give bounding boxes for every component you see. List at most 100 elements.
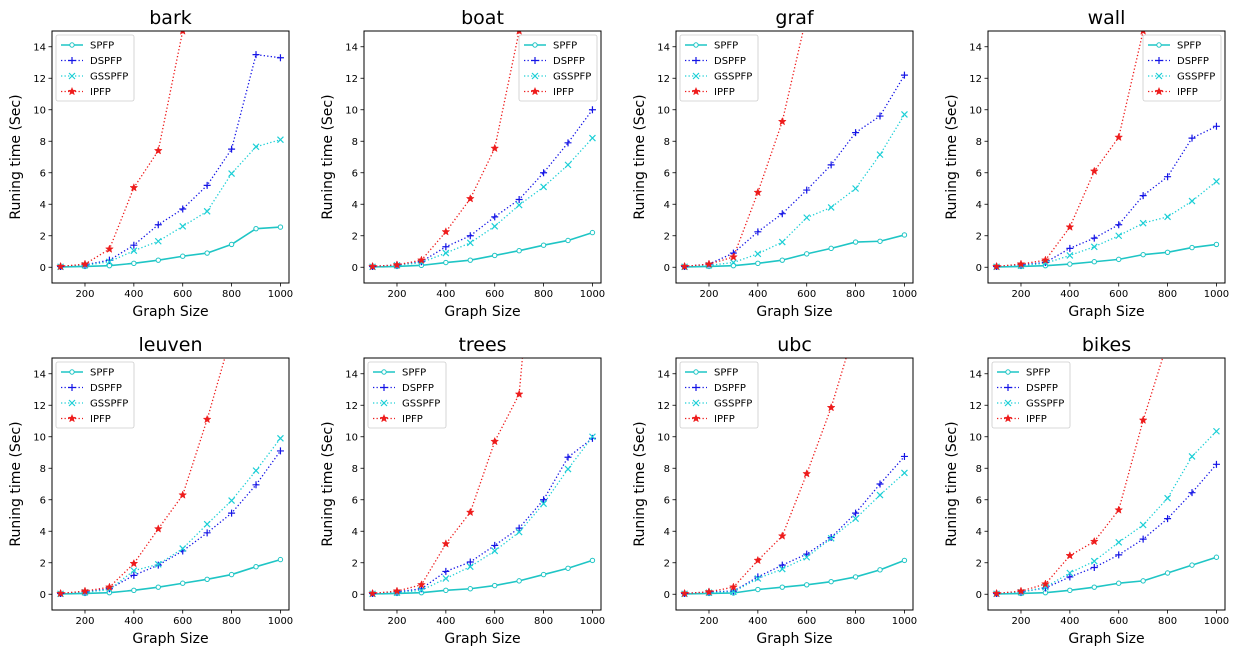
x-axis-label: Graph Size [132, 631, 208, 647]
data-point-3 [754, 250, 762, 258]
data-point-0 [992, 261, 1002, 271]
data-point-4 [1089, 536, 1099, 546]
data-point-4 [778, 210, 786, 218]
data-point-9 [901, 557, 908, 564]
data-point-5 [803, 553, 811, 561]
data-point-6 [1139, 219, 1147, 227]
data-point-7 [540, 242, 547, 248]
series-line [684, 74, 906, 268]
axes-frame [987, 30, 1226, 284]
data-point-legend [1154, 86, 1164, 96]
x-tick-label: 800 [222, 616, 241, 627]
y-tick-label: 10 [657, 105, 670, 116]
data-point-4 [1090, 563, 1098, 571]
x-axis-label: Graph Size [756, 304, 832, 320]
series-line [684, 114, 906, 268]
x-tick-label: 600 [485, 289, 504, 300]
data-point-3 [443, 259, 449, 266]
data-point-3 [130, 241, 138, 249]
data-point-9 [589, 557, 596, 564]
legend-item-gsspfp: GSSPFP [373, 399, 440, 410]
data-point-7 [852, 239, 859, 245]
chart-title: bark [149, 7, 192, 29]
data-point-legend [380, 384, 388, 391]
data-point-1 [1016, 586, 1026, 595]
y-axis-label: Runing time (Sec) [632, 421, 648, 546]
subplot-boat: 200 400 600 800 1000 0 2 4 6 8 10 12 14 boat Graph Siz… [320, 7, 605, 320]
data-point-legend [691, 86, 701, 96]
series-line [372, 31, 520, 268]
y-tick-label: 8 [352, 464, 358, 475]
data-point-9 [277, 136, 284, 144]
data-point-4 [1090, 234, 1098, 242]
y-tick-label: 12 [969, 401, 982, 412]
data-point-7 [1164, 249, 1171, 255]
legend-label: SPFP [1026, 368, 1050, 379]
data-point-3 [1065, 550, 1075, 560]
data-point-3 [755, 586, 761, 593]
data-point-4 [153, 145, 163, 155]
data-point-6 [515, 524, 523, 532]
data-point-legend [1004, 384, 1012, 391]
series-line [684, 234, 905, 268]
data-point-legend [692, 72, 700, 80]
data-point-6 [827, 161, 835, 169]
chart-title: bikes [1082, 334, 1131, 356]
data-point-4 [778, 238, 786, 246]
plot-area [368, 31, 596, 271]
data-point-9 [588, 434, 596, 442]
legend-box [679, 34, 759, 102]
data-point-3 [1066, 244, 1074, 252]
data-point-3 [755, 260, 761, 267]
data-point-3 [130, 571, 138, 579]
data-point-5 [491, 547, 499, 555]
y-tick-label: 10 [345, 105, 358, 116]
legend-item-dspfp: DSPFP [685, 56, 746, 67]
data-point-7 [228, 330, 236, 337]
data-point-3 [442, 243, 450, 251]
x-tick-label: 400 [124, 616, 143, 627]
x-tick-label: 600 [1109, 289, 1128, 300]
y-tick-label: 14 [969, 369, 982, 380]
data-point-7 [228, 170, 236, 177]
data-point-legend [530, 86, 540, 96]
x-tick-label: 400 [748, 616, 767, 627]
data-point-8 [876, 151, 884, 159]
data-point-4 [466, 558, 474, 566]
legend-label: SPFP [714, 41, 738, 52]
x-tick-label: 200 [699, 616, 718, 627]
data-point-3 [442, 567, 450, 575]
legend-label: IPFP [714, 414, 735, 425]
x-tick-label: 600 [173, 616, 192, 627]
data-point-8 [876, 480, 884, 488]
legend-item-spfp: SPFP [997, 368, 1050, 379]
data-point-7 [1164, 515, 1172, 523]
data-point-8 [564, 453, 572, 461]
x-tick-label: 800 [534, 616, 553, 627]
data-point-9 [276, 447, 284, 455]
legend-box [679, 361, 759, 429]
data-point-7 [228, 497, 236, 504]
series-line [60, 226, 281, 268]
y-tick-label: 8 [976, 137, 982, 148]
y-axis-label: Runing time (Sec) [8, 421, 24, 546]
data-point-3 [131, 260, 137, 267]
data-point-8 [876, 112, 884, 120]
data-point-4 [779, 257, 785, 263]
x-tick-label: 600 [485, 616, 504, 627]
data-point-4 [1089, 166, 1099, 175]
data-point-6 [1140, 251, 1146, 258]
series-dspfp [993, 460, 1220, 597]
y-axis-label: Runing time (Sec) [944, 421, 960, 546]
x-tick-label: 400 [436, 289, 455, 300]
data-point-5 [1115, 232, 1123, 240]
y-tick-label: 14 [657, 42, 670, 53]
data-point-8 [1188, 453, 1196, 460]
data-point-3 [753, 555, 763, 565]
y-tick-label: 12 [345, 401, 358, 412]
chart-title: wall [1088, 7, 1126, 29]
data-point-4 [155, 584, 161, 590]
data-point-3 [442, 575, 450, 582]
data-point-5 [179, 545, 187, 552]
y-tick-label: 12 [657, 401, 670, 412]
